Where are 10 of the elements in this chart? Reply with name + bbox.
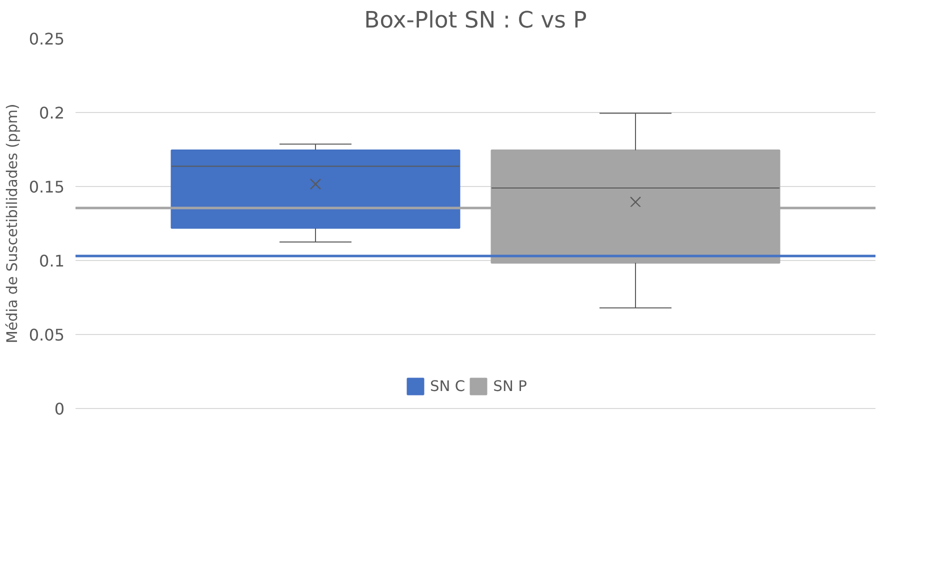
- y-tick-label: 0: [54, 400, 65, 418]
- legend-label: SN C: [430, 378, 466, 394]
- y-tick-label: 0.05: [28, 326, 64, 344]
- legend-label: SN P: [493, 378, 527, 394]
- y-tick-label: 0.2: [39, 104, 65, 122]
- y-tick-label: 0.15: [28, 178, 64, 196]
- y-tick-label: 0.1: [39, 252, 65, 270]
- chart-title: Box-Plot SN : C vs P: [364, 8, 587, 34]
- y-tick-label: 0.25: [28, 30, 64, 48]
- y-axis-title: Média de Suscetibilidades (ppm): [4, 104, 21, 344]
